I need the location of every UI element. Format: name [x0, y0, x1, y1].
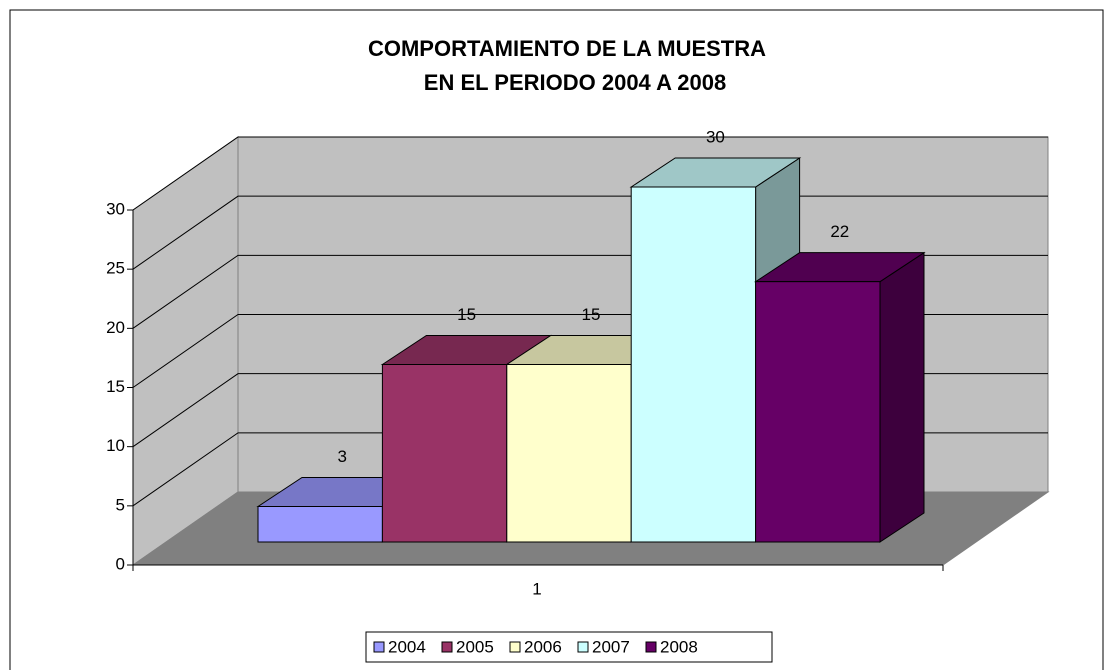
legend-label: 2005	[456, 637, 494, 656]
bar	[381, 364, 508, 543]
y-tick-label: 0	[116, 554, 125, 573]
legend-swatch	[645, 641, 657, 653]
chart-title: EN EL PERIODO 2004 A 2008	[424, 70, 726, 95]
chart-title: COMPORTAMIENTO DE LA MUESTRA	[368, 36, 766, 61]
data-label: 15	[457, 305, 476, 324]
y-tick-label: 5	[116, 495, 125, 514]
legend-swatch	[373, 641, 385, 653]
y-tick-label: 30	[106, 199, 125, 218]
legend-label: 2008	[660, 637, 698, 656]
legend-label: 2007	[592, 637, 630, 656]
bar	[506, 364, 632, 543]
y-tick-label: 15	[106, 377, 125, 396]
bar	[257, 506, 383, 543]
data-label: 30	[706, 127, 725, 146]
x-tick-label: 1	[532, 579, 541, 598]
bar	[630, 186, 757, 543]
y-tick-label: 25	[106, 259, 125, 278]
data-label: 3	[337, 447, 346, 466]
data-label: 22	[830, 222, 849, 241]
y-tick-label: 10	[106, 436, 125, 455]
bar	[755, 281, 881, 543]
y-tick-label: 20	[106, 318, 125, 337]
legend-swatch	[577, 641, 589, 653]
legend-label: 2004	[388, 637, 426, 656]
legend-swatch	[441, 641, 453, 653]
grid-line	[132, 136, 1048, 211]
bar-side	[879, 251, 925, 543]
legend-label: 2006	[524, 637, 562, 656]
data-label: 15	[582, 305, 601, 324]
legend-box	[365, 631, 773, 663]
legend-swatch	[509, 641, 521, 653]
